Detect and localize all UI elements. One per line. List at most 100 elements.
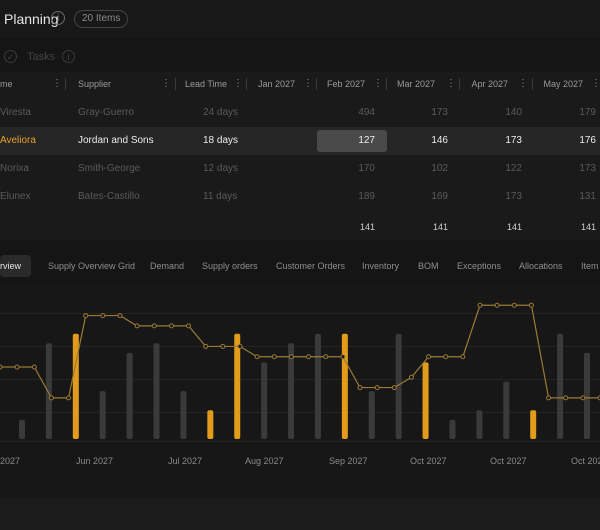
chart-bar[interactable]	[584, 352, 590, 439]
chart-bar[interactable]	[45, 343, 52, 439]
column-header-supplier[interactable]: Supplier	[78, 79, 112, 89]
column-divider[interactable]	[316, 78, 317, 90]
chart-point[interactable]	[528, 302, 534, 308]
chart-bar[interactable]	[126, 352, 133, 439]
feb-cell[interactable]: 127	[358, 135, 375, 146]
column-menu-icon[interactable]: ⋮	[446, 78, 456, 89]
feb-cell[interactable]: 189	[358, 191, 375, 202]
apr-cell[interactable]: 173	[505, 135, 522, 146]
chart-bar[interactable]	[261, 362, 268, 439]
chart-bar[interactable]	[19, 419, 25, 439]
chart-point[interactable]	[14, 364, 20, 370]
chart-point[interactable]	[220, 343, 226, 349]
chart-bar[interactable]	[422, 362, 429, 439]
info-icon[interactable]: i	[51, 11, 65, 25]
chart-bar[interactable]	[99, 391, 106, 439]
chart-bar[interactable]	[207, 410, 214, 439]
column-header-may[interactable]: May 2027	[543, 79, 583, 89]
chart-point[interactable]	[374, 385, 380, 391]
chart-point[interactable]	[254, 354, 260, 360]
chart-point[interactable]	[323, 354, 329, 360]
chart-bar[interactable]	[180, 391, 187, 439]
chart-point[interactable]	[306, 354, 312, 360]
tab-exceptions[interactable]: Exceptions	[457, 261, 502, 271]
column-menu-icon[interactable]: ⋮	[161, 78, 171, 89]
tab-item[interactable]: Item	[581, 261, 599, 271]
column-header-lead-time[interactable]: Lead Time	[184, 79, 227, 89]
mar-cell[interactable]: 169	[431, 191, 448, 202]
chart-point[interactable]	[100, 313, 106, 319]
chart-bar[interactable]	[341, 333, 348, 439]
chart-point[interactable]	[48, 395, 54, 401]
chart-bar[interactable]	[314, 333, 321, 439]
column-divider[interactable]	[246, 78, 247, 90]
chart-point[interactable]	[134, 323, 140, 329]
mar-cell[interactable]: 102	[431, 163, 448, 174]
chart-point[interactable]	[117, 313, 123, 319]
tab-supply-orders[interactable]: Supply orders	[202, 261, 258, 271]
column-divider[interactable]	[386, 78, 387, 90]
tab-overview[interactable]: rview	[0, 255, 32, 277]
chart-point[interactable]	[563, 395, 569, 401]
chart-bar[interactable]	[288, 343, 295, 439]
chart-point[interactable]	[511, 302, 517, 308]
chart-point[interactable]	[151, 323, 157, 329]
may-cell[interactable]: 176	[579, 135, 596, 146]
chart-point[interactable]	[203, 343, 209, 349]
apr-cell[interactable]: 173	[505, 191, 522, 202]
tab-inventory[interactable]: Inventory	[362, 261, 400, 271]
chart-point[interactable]	[580, 395, 586, 401]
tasks-label[interactable]: Tasks	[27, 51, 56, 63]
chart-point[interactable]	[477, 302, 483, 308]
column-divider[interactable]	[65, 78, 66, 90]
feb-cell[interactable]: 170	[358, 163, 375, 174]
tab-bom[interactable]: BOM	[418, 261, 439, 271]
tab-demand[interactable]: Demand	[150, 261, 185, 271]
may-cell[interactable]: 173	[579, 163, 596, 174]
chart-bar[interactable]	[72, 333, 79, 439]
chart-bar[interactable]	[368, 391, 375, 439]
chart-point[interactable]	[83, 313, 89, 319]
column-menu-icon[interactable]: ⋮	[373, 78, 383, 89]
tab-allocations[interactable]: Allocations	[519, 261, 563, 271]
info-icon[interactable]: i	[62, 50, 75, 63]
chart-point[interactable]	[546, 395, 552, 401]
chart-point[interactable]	[271, 354, 277, 360]
column-menu-icon[interactable]: ⋮	[303, 78, 313, 89]
chart-point[interactable]	[494, 302, 500, 308]
chart-point[interactable]	[391, 385, 397, 391]
check-circle-icon[interactable]: ✓	[4, 50, 17, 63]
column-divider[interactable]	[532, 78, 533, 90]
chart-point[interactable]	[443, 354, 449, 360]
chart-bar[interactable]	[557, 333, 564, 439]
column-header-mar[interactable]: Mar 2027	[396, 79, 435, 89]
chart-point[interactable]	[426, 354, 432, 360]
table-row[interactable]: Norixa Smith-George 12 days 170 102 122 …	[0, 155, 600, 183]
chart-bar[interactable]	[449, 419, 456, 439]
chart-point[interactable]	[168, 323, 174, 329]
chart-point[interactable]	[186, 323, 192, 329]
column-header-apr[interactable]: Apr 2027	[471, 79, 508, 89]
chart-point[interactable]	[31, 364, 37, 370]
mar-cell[interactable]: 173	[431, 107, 448, 118]
may-cell[interactable]: 179	[579, 107, 596, 118]
table-row[interactable]: Viresta Gray-Guerro 24 days 494 173 140 …	[0, 99, 600, 127]
column-divider[interactable]	[459, 78, 460, 90]
chart-point[interactable]	[66, 395, 72, 401]
chart-bar[interactable]	[476, 410, 483, 439]
chart-bar[interactable]	[234, 333, 241, 439]
apr-cell[interactable]: 122	[505, 163, 522, 174]
column-header-jan[interactable]: Jan 2027	[257, 79, 295, 89]
chart-bar[interactable]	[530, 410, 537, 439]
chart-point[interactable]	[288, 354, 294, 360]
tab-customer-orders[interactable]: Customer Orders	[276, 261, 346, 271]
chart-bar[interactable]	[503, 381, 510, 439]
chart-bar[interactable]	[395, 333, 402, 439]
column-menu-icon[interactable]: ⋮	[518, 78, 528, 89]
chart-point[interactable]	[408, 374, 414, 380]
chart-point[interactable]	[340, 354, 346, 360]
table-row-selected[interactable]: Aveliora Jordan and Sons 18 days 127 146…	[0, 127, 600, 155]
column-menu-icon[interactable]: ⋮	[233, 78, 243, 89]
chart-point[interactable]	[357, 385, 363, 391]
chart-point[interactable]	[460, 354, 466, 360]
